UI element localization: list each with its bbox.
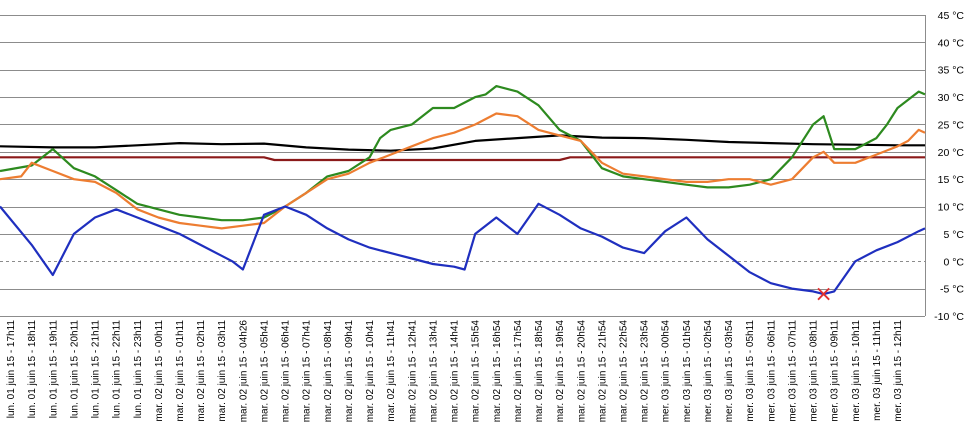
y-tick-label: -10 °C bbox=[934, 311, 964, 323]
series-line-1 bbox=[0, 134, 925, 152]
x-tick-label: mar. 02 juin 15 - 18h54 bbox=[534, 320, 545, 423]
x-tick-label: lun. 01 juin 15 - 20h11 bbox=[69, 320, 80, 419]
x-tick-label: mar. 02 juin 15 - 00h11 bbox=[154, 320, 165, 422]
x-tick-label: mar. 02 juin 15 - 05h41 bbox=[259, 320, 270, 423]
series-line-2 bbox=[0, 156, 925, 162]
x-tick-label: mar. 02 juin 15 - 10h41 bbox=[365, 320, 376, 423]
x-tick-label: mar. 02 juin 15 - 04h26 bbox=[238, 320, 249, 423]
x-tick-label: mar. 02 juin 15 - 06h41 bbox=[281, 320, 292, 423]
x-tick-label: lun. 01 juin 15 - 21h11 bbox=[91, 320, 102, 419]
cross-marker: × bbox=[814, 282, 832, 307]
y-tick-label: 20 °C bbox=[938, 147, 965, 159]
x-tick-label: mar. 02 juin 15 - 01h11 bbox=[175, 320, 186, 422]
x-tick-label: mer. 03 juin 15 - 12h11 bbox=[893, 320, 904, 422]
y-tick-label: 35 °C bbox=[938, 65, 965, 77]
x-tick-label: mer. 03 juin 15 - 02h54 bbox=[703, 320, 714, 423]
x-tick-label: lun. 01 juin 15 - 23h11 bbox=[133, 320, 144, 419]
y-tick-label: 10 °C bbox=[938, 202, 965, 214]
x-tick-label: mar. 02 juin 15 - 08h41 bbox=[323, 320, 334, 423]
y-tick-label: 15 °C bbox=[938, 174, 965, 186]
x-tick-label: mer. 03 juin 15 - 08h11 bbox=[809, 320, 820, 422]
x-tick-label: mar. 02 juin 15 - 03h11 bbox=[217, 320, 228, 422]
x-tick-label: lun. 01 juin 15 - 19h11 bbox=[48, 320, 59, 419]
series-lines bbox=[0, 84, 926, 296]
x-tick-label: mar. 02 juin 15 - 19h54 bbox=[555, 320, 566, 423]
x-tick-label: mer. 03 juin 15 - 11h11 bbox=[872, 320, 883, 421]
y-tick-label: 25 °C bbox=[938, 119, 965, 131]
x-tick-label: mer. 03 juin 15 - 10h11 bbox=[851, 320, 862, 422]
series-line-3 bbox=[0, 84, 926, 222]
x-tick-label: mar. 02 juin 15 - 20h54 bbox=[576, 320, 587, 423]
x-tick-label: mer. 03 juin 15 - 06h11 bbox=[766, 320, 777, 422]
y-tick-label: -5 °C bbox=[940, 284, 964, 296]
x-tick-label: mar. 02 juin 15 - 22h54 bbox=[619, 320, 630, 423]
y-tick-label: 45 °C bbox=[938, 10, 965, 22]
x-axis: lun. 01 juin 15 - 17h11 lun. 01 juin 15 -… bbox=[6, 320, 904, 423]
x-tick-label: mar. 02 juin 15 - 12h41 bbox=[407, 320, 418, 423]
x-tick-label: mar. 02 juin 15 - 15h54 bbox=[471, 320, 482, 423]
x-tick-label: mar. 02 juin 15 - 14h41 bbox=[450, 320, 461, 423]
x-tick-label: mer. 03 juin 15 - 07h11 bbox=[787, 320, 798, 422]
y-tick-label: 40 °C bbox=[938, 37, 965, 49]
x-tick-label: lun. 01 juin 15 - 17h11 bbox=[6, 320, 17, 419]
x-tick-label: mer. 03 juin 15 - 03h54 bbox=[724, 320, 735, 423]
x-tick-label: mar. 02 juin 15 - 16h54 bbox=[492, 320, 503, 423]
x-tick-label: lun. 01 juin 15 - 18h11 bbox=[27, 320, 38, 419]
x-tick-label: mer. 03 juin 15 - 05h11 bbox=[745, 320, 756, 422]
y-tick-label: 5 °C bbox=[943, 229, 964, 241]
series-line-4 bbox=[0, 112, 926, 230]
x-tick-label: mer. 03 juin 15 - 00h54 bbox=[661, 320, 672, 423]
x-tick-label: mar. 02 juin 15 - 07h41 bbox=[302, 320, 313, 423]
x-tick-label: mar. 02 juin 15 - 13h41 bbox=[428, 320, 439, 423]
x-tick-label: mar. 02 juin 15 - 02h11 bbox=[196, 320, 207, 422]
y-tick-label: 30 °C bbox=[938, 92, 965, 104]
x-tick-label: mer. 03 juin 15 - 09h11 bbox=[830, 320, 841, 422]
annotation-marker: × bbox=[814, 282, 832, 307]
x-tick-label: mar. 02 juin 15 - 17h54 bbox=[513, 320, 524, 423]
x-tick-label: lun. 01 juin 15 - 22h11 bbox=[112, 320, 123, 419]
x-tick-label: mer. 03 juin 15 - 01h54 bbox=[682, 320, 693, 423]
x-tick-label: mar. 02 juin 15 - 09h41 bbox=[344, 320, 355, 423]
x-tick-label: mar. 02 juin 15 - 23h54 bbox=[640, 320, 651, 423]
x-tick-label: mar. 02 juin 15 - 11h41 bbox=[386, 320, 397, 422]
series-line-5 bbox=[0, 202, 926, 296]
y-tick-label: 0 °C bbox=[943, 256, 964, 268]
gridlines bbox=[0, 15, 926, 317]
x-tick-label: mar. 02 juin 15 - 21h54 bbox=[597, 320, 608, 423]
y-axis: 45 °C 40 °C 35 °C 30 °C 25 °C 20 °C 15 °C 10 °C… bbox=[934, 10, 964, 323]
